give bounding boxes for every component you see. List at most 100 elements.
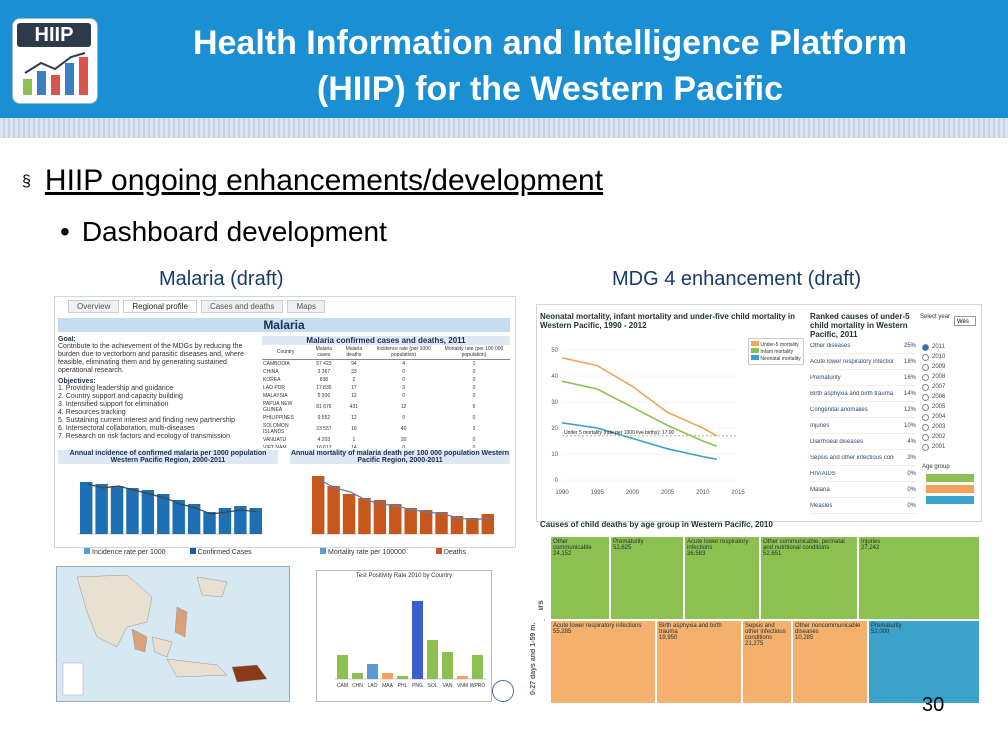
goal-label: Goal: xyxy=(58,336,76,343)
age-checkbox-3[interactable] xyxy=(926,496,974,504)
table-cell: VIET NAM xyxy=(263,445,287,448)
region-select[interactable]: Wes xyxy=(954,316,976,326)
table-cell: 40 xyxy=(400,426,407,432)
slide-header: HIIP Health Information and Intelligence… xyxy=(0,0,1008,118)
radio-icon[interactable] xyxy=(922,383,929,391)
table-header-cell: Mortality rate (per 100 000 population) xyxy=(437,345,510,360)
table-row: MALAYSIA 5 306 12 0 0 xyxy=(262,392,510,400)
bar-mark xyxy=(187,504,201,534)
treemap-cell[interactable]: Prematurity 52,000 xyxy=(868,620,980,704)
year-radio-option[interactable]: 2002 xyxy=(922,432,974,442)
treemap-cell[interactable]: Other communicable 24,152 xyxy=(550,536,610,620)
ranked-cause-row: HIV/AIDS 0% xyxy=(810,466,916,482)
cause-label: Acute lower respiratory infections xyxy=(810,358,894,365)
positivity-chart: Test Positivity Rate 2010 by Country CAM… xyxy=(316,570,492,702)
bar-mark xyxy=(404,508,417,534)
year-label: 2008 xyxy=(932,374,946,380)
table-cell: 20 xyxy=(400,437,407,443)
year-radio-option[interactable]: 2006 xyxy=(922,392,974,402)
table-cell: MALAYSIA xyxy=(263,393,288,399)
cause-percent: 3% xyxy=(907,454,916,461)
age-checkbox-1[interactable] xyxy=(926,474,974,482)
legend-neonatal: Neonatal mortality xyxy=(751,355,801,362)
radio-icon[interactable] xyxy=(922,343,929,351)
caption-malaria: Malaria (draft) xyxy=(159,268,284,290)
year-radio-option[interactable]: 2007 xyxy=(922,382,974,392)
table-cell: 0 xyxy=(402,369,406,375)
radio-icon[interactable] xyxy=(922,403,929,411)
table-cell: 0 xyxy=(402,393,406,399)
year-radio-option[interactable]: 2001 xyxy=(922,442,974,452)
logo-chart-icon xyxy=(23,52,88,95)
bar-mark xyxy=(327,486,340,534)
legend-swatch-icon xyxy=(751,341,759,346)
treemap-cell[interactable]: Injuries 27,242 xyxy=(858,536,980,620)
tab-regional-profile[interactable]: Regional profile xyxy=(123,300,197,313)
table-cell: 0 xyxy=(402,445,406,448)
radio-icon[interactable] xyxy=(922,393,929,401)
bullet-level-1: § HIIP ongoing enhancements/development xyxy=(22,164,603,198)
bar-mark xyxy=(203,512,216,534)
tab-cases-and-deaths[interactable]: Cases and deaths xyxy=(200,300,284,313)
year-radio-option[interactable]: 2008 xyxy=(922,372,974,382)
treemap-cell[interactable]: Sepsis and other infectious conditions 21… xyxy=(742,620,792,704)
ranked-cause-row: Other diseases 25% xyxy=(810,338,916,354)
radio-icon[interactable] xyxy=(922,413,929,421)
treemap-cell[interactable]: Other communicable, perinatal and nutrit… xyxy=(760,536,858,620)
line-legend: Under-5 mortality Infant mortality Neona… xyxy=(748,338,804,365)
table-row: VIET NAM 16 612 14 0 0 xyxy=(262,444,510,448)
tick-label: MAA xyxy=(382,683,394,689)
treemap-cell-label: Prematurity xyxy=(613,539,644,545)
radio-icon[interactable] xyxy=(922,373,929,381)
age-checkbox-2[interactable] xyxy=(926,485,974,493)
tab-maps[interactable]: Maps xyxy=(287,300,325,313)
trend-line xyxy=(87,483,258,515)
treemap-cell-label: Other noncommunicable diseases xyxy=(795,623,861,635)
year-radio-option[interactable]: 2005 xyxy=(922,402,974,412)
table-header-row: Country Malaria cases Malaria deaths Incide… xyxy=(262,345,510,360)
table-cell: 23 557 xyxy=(316,426,332,432)
radio-icon[interactable] xyxy=(922,433,929,441)
legend-swatch-icon xyxy=(189,548,196,554)
bar-mark xyxy=(126,488,139,534)
tab-overview[interactable]: Overview xyxy=(68,300,120,313)
bar-mark xyxy=(358,498,371,534)
treemap-cell[interactable]: Prematurity 52,625 xyxy=(610,536,684,620)
year-radio-option[interactable]: 2009 xyxy=(922,362,974,372)
year-radio-option[interactable]: 2011 xyxy=(922,342,974,352)
ranked-cause-row: Injuries 10% xyxy=(810,418,916,434)
radio-icon[interactable] xyxy=(922,363,929,371)
year-radio-option[interactable]: 2003 xyxy=(922,422,974,432)
x-tick-label: 2015 xyxy=(731,490,745,496)
treemap-cell-value: 19,950 xyxy=(659,635,678,641)
table-row: CAMBODIA 57 423 94 4 1 xyxy=(262,360,510,369)
table-cell: SOLOMON ISLANDS xyxy=(263,423,289,435)
square-bullet-icon: § xyxy=(22,173,31,191)
table-row: KOREA 838 2 0 0 xyxy=(262,376,510,384)
table-cell: 838 xyxy=(319,377,329,383)
table-row: PAPUA NEW GUINEA 81 676 431 12 6 xyxy=(262,400,510,414)
year-radio-option[interactable]: 2010 xyxy=(922,352,974,362)
treemap-cell[interactable]: Other noncommunicable diseases 10,285 xyxy=(792,620,868,704)
radio-icon[interactable] xyxy=(922,423,929,431)
malaria-map[interactable] xyxy=(56,566,290,702)
cause-percent: 18% xyxy=(903,358,916,365)
bar-mark xyxy=(110,486,124,534)
bar-mark xyxy=(389,504,402,534)
bar-mark xyxy=(472,655,483,679)
radio-icon[interactable] xyxy=(922,443,929,451)
treemap-cell[interactable]: Acute lower respiratory infections 36,583 xyxy=(684,536,760,620)
treemap-cell-label: Other communicable, perinatal and nutrit… xyxy=(763,539,845,551)
chart2-title: Annual mortality of malaria death per 10… xyxy=(290,450,510,464)
table-cell: 2 xyxy=(352,377,356,383)
bar-mark xyxy=(80,482,93,534)
treemap-cell[interactable]: Acute lower respiratory infections 55,285 xyxy=(550,620,656,704)
year-radio-option[interactable]: 2004 xyxy=(922,412,974,422)
tick-label: PHL xyxy=(398,683,408,689)
treemap-cell-value: 55,285 xyxy=(553,629,572,635)
radio-icon[interactable] xyxy=(922,353,929,361)
age-group-checkboxes[interactable] xyxy=(926,474,974,510)
table-cell: 17 xyxy=(351,385,357,391)
ranked-cause-row: Sepsis and other infectious conditions o… xyxy=(810,450,916,466)
treemap-cell[interactable]: Birth asphyxia and birth trauma 19,950 xyxy=(656,620,742,704)
